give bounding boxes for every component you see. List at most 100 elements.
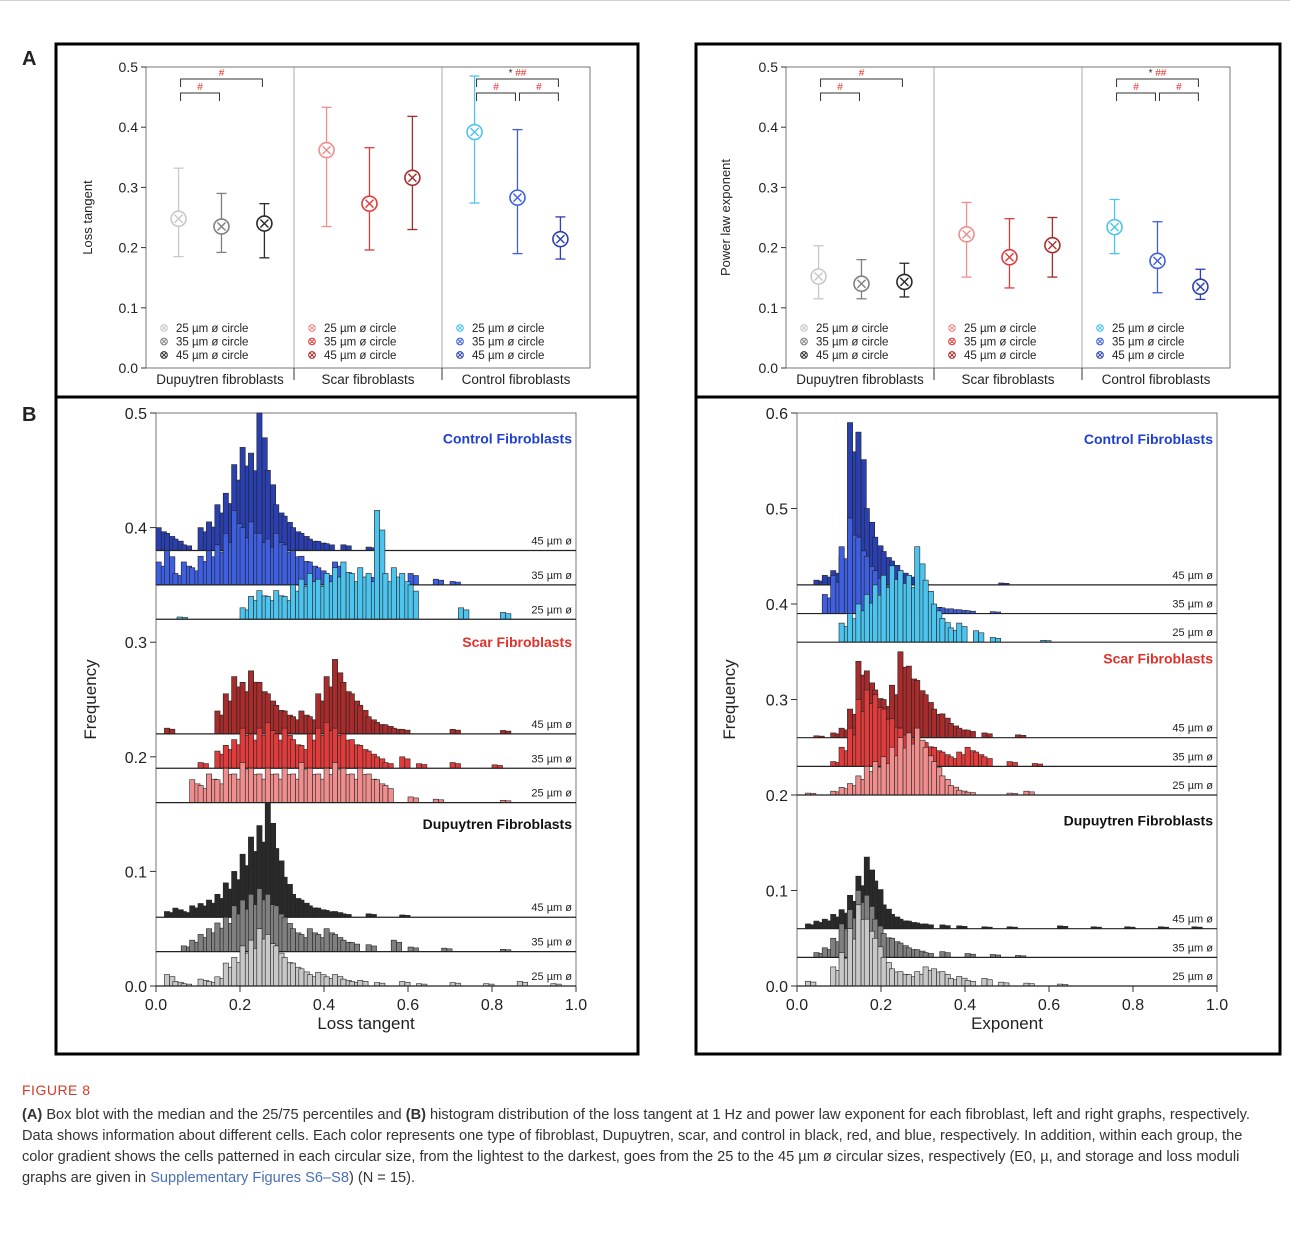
histogram-bar	[332, 911, 338, 918]
histogram-bar	[239, 762, 246, 803]
histogram-bar	[214, 544, 221, 586]
histogram-bar	[863, 689, 870, 767]
histogram-bar	[396, 941, 403, 952]
histogram-bar	[264, 469, 271, 551]
histogram-bar	[206, 521, 212, 551]
histogram-bar	[939, 971, 946, 987]
figure-canvas: 0.0 0.1 0.2 0.3 0.4 0.5 Loss tangent Dupuytren …	[54, 42, 1282, 1056]
y-tick-label: 0.3	[766, 693, 788, 710]
y-axis-label: Loss tangent	[80, 180, 95, 255]
histogram-bar	[214, 922, 221, 952]
histogram-bar	[931, 968, 937, 987]
histogram-bar	[964, 729, 971, 738]
x-tick-label: 0.2	[229, 997, 251, 1014]
group-title: Scar Fibroblasts	[1103, 651, 1213, 667]
histogram-bar	[939, 713, 946, 739]
histogram-bar	[914, 922, 921, 929]
histogram-bar	[821, 575, 828, 586]
histogram-bar	[328, 544, 335, 551]
histogram-bar	[281, 596, 288, 620]
histogram-bar	[838, 727, 845, 739]
histogram-bar	[298, 533, 305, 551]
histogram-bar	[273, 945, 280, 987]
histogram-bar	[323, 722, 330, 769]
histogram-bar	[855, 775, 862, 796]
histogram-bar	[374, 779, 380, 803]
histogram-bar	[256, 682, 263, 735]
histogram-bar	[248, 596, 254, 620]
histogram-bar	[256, 727, 263, 769]
series-label: 35 µm ø	[531, 753, 572, 765]
histogram-bar	[197, 903, 204, 918]
histogram-bar	[897, 570, 904, 643]
x-tick-label: 0.4	[954, 997, 976, 1014]
significance-label: #	[859, 68, 865, 79]
histogram-bar	[264, 767, 271, 803]
histogram-bar	[407, 946, 414, 952]
histogram-bar	[172, 981, 179, 987]
median-cross	[1110, 222, 1120, 232]
histogram-bar	[821, 594, 828, 614]
series-label: 35 µm ø	[531, 570, 572, 582]
histogram-bar	[407, 584, 414, 620]
histogram-bar	[323, 543, 330, 551]
y-tick-label: 0.5	[759, 59, 779, 75]
histogram-bar	[256, 590, 263, 620]
histogram-bar	[399, 573, 406, 620]
histogram-bar	[390, 567, 397, 620]
legend-marker-cross	[309, 339, 315, 344]
y-tick-label: 0.4	[119, 119, 139, 135]
histogram-bar	[914, 949, 921, 958]
histogram-bar	[206, 981, 212, 987]
x-axis-label: Loss tangent	[317, 1014, 415, 1033]
y-tick-label: 0.5	[119, 59, 139, 75]
legend-label: 35 µm ø circle	[176, 337, 248, 349]
histogram-bar	[863, 594, 870, 643]
legend-marker-cross	[161, 339, 167, 344]
histogram-bar	[172, 538, 179, 551]
histogram-bar	[315, 907, 322, 918]
histogram-bar	[298, 710, 305, 735]
histogram-bar	[463, 609, 470, 620]
legend-marker-cross	[801, 339, 807, 344]
histogram-bar	[290, 928, 296, 952]
x-tick-label: 0.8	[1122, 997, 1144, 1014]
histogram-bar	[374, 722, 380, 735]
histogram-bar	[889, 746, 895, 796]
histogram-bar	[222, 916, 229, 952]
histogram-bar	[407, 796, 414, 803]
significance-label: * ##	[509, 68, 527, 79]
histogram-bar	[222, 745, 229, 769]
group-title: Scar Fibroblasts	[462, 634, 572, 650]
histogram-bar	[947, 627, 954, 643]
histogram-bar	[830, 761, 837, 767]
histogram-bar	[412, 575, 419, 586]
legend-label: 45 µm ø circle	[176, 350, 248, 362]
histogram-bar	[914, 971, 921, 987]
histogram-bar	[189, 905, 196, 918]
histogram-bar	[863, 918, 870, 987]
histogram-bar	[231, 510, 238, 586]
histogram-bar	[390, 727, 397, 735]
median-cross	[555, 234, 565, 244]
histogram-bar	[214, 504, 221, 551]
group-label: Dupuytren fibroblasts	[796, 372, 924, 387]
histogram-bar	[382, 762, 389, 769]
histogram-bar	[931, 761, 937, 796]
histogram-bar	[197, 555, 204, 586]
histogram-bar	[897, 651, 904, 738]
series-label: 45 µm ø	[1172, 914, 1213, 926]
histogram-bar	[197, 527, 204, 551]
y-axis-label: Frequency	[720, 659, 739, 740]
histogram-bar	[180, 911, 187, 918]
histogram-bar	[365, 944, 372, 952]
significance-bracket	[180, 92, 220, 101]
histogram-bar	[290, 527, 296, 551]
supplementary-link[interactable]: Supplementary Figures S6–S8	[150, 1170, 349, 1186]
legend-label: 25 µm ø circle	[176, 323, 248, 335]
y-tick-label: 0.5	[766, 502, 788, 519]
group-title: Dupuytren Fibroblasts	[1064, 813, 1214, 829]
panel-frames	[54, 42, 1282, 1056]
y-tick-label: 0.1	[119, 300, 139, 316]
histogram-bar	[248, 733, 254, 769]
